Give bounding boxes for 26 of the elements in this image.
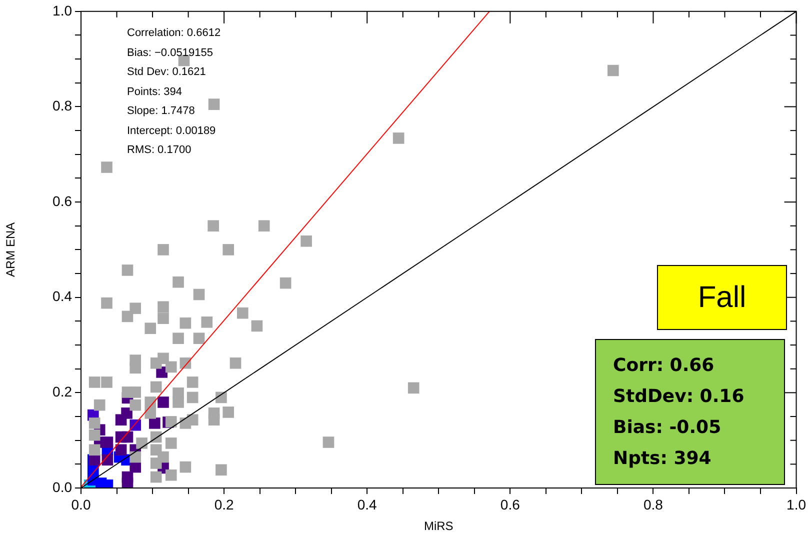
annotation: Std Dev: 0.1621 (127, 65, 207, 80)
annotation: RMS: 0.1700 (127, 143, 192, 158)
y-tick-label: 0.0 (52, 478, 72, 495)
x-tick-label: 0.0 (71, 496, 91, 512)
label-box: Fall (657, 265, 787, 330)
x-tick-label: 0.4 (357, 496, 378, 512)
annotation: Corr: 0.66 (613, 354, 716, 378)
annotation: Correlation: 0.6612 (127, 26, 221, 41)
y-axis-title: ARM ENA (4, 222, 18, 278)
y-tick-label: 0.2 (52, 384, 72, 400)
y-tick-label: 1.0 (52, 2, 72, 18)
annotation: Intercept: 0.00189 (127, 124, 217, 138)
annotation: Npts: 394 (613, 447, 712, 471)
x-axis-title: MiRS (424, 519, 454, 534)
y-tick-label: 0.4 (52, 288, 72, 304)
annotation: Bias: -0.05 (613, 416, 722, 440)
x-tick-label: 0.8 (643, 496, 664, 512)
annotation: Bias: −0.0519155 (127, 46, 214, 60)
x-tick-label: 1.0 (786, 496, 806, 512)
annotation: Points: 394 (127, 84, 184, 100)
annotation: StdDev: 0.16 (613, 385, 746, 409)
y-tick-label: 0.8 (52, 98, 72, 114)
x-tick-label: 0.6 (500, 496, 520, 512)
y-tick-label: 0.6 (52, 192, 72, 209)
annotation: Slope: 1.7478 (127, 104, 196, 119)
x-tick-label: 0.2 (214, 496, 234, 512)
